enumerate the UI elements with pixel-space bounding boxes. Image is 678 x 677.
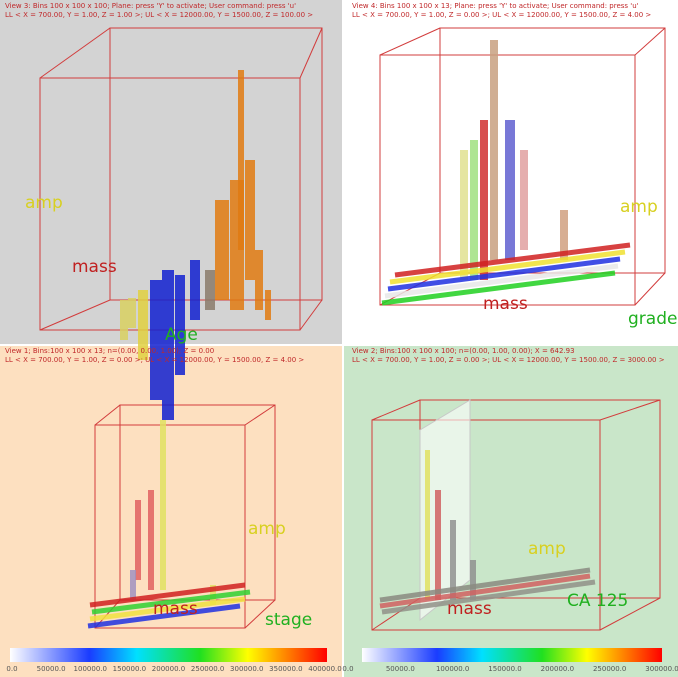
spike [128, 298, 136, 328]
axis-label: mass [483, 294, 528, 314]
colorbar-tick: 0.0 [6, 665, 17, 673]
axis-label: grade [628, 309, 677, 329]
colorbar-tick: 200000.0 [541, 665, 574, 673]
colorbar-tick: 0.0 [342, 665, 353, 673]
colorbar [10, 648, 327, 662]
colorbar-tick: 300000.0 [230, 665, 263, 673]
view-header: View 4: Bins 100 x 100 x 13; Plane: pres… [352, 2, 639, 10]
axis-label: stage [265, 610, 312, 630]
colorbar-tick: 50000.0 [37, 665, 66, 673]
spike [425, 450, 430, 600]
spike [148, 490, 154, 590]
spike [238, 70, 244, 250]
spike [255, 250, 263, 310]
axis-label: amp [25, 193, 63, 213]
spike [460, 150, 468, 280]
colorbar-tick: 250000.0 [191, 665, 224, 673]
axis-label: Age [165, 325, 198, 345]
colorbar-tick: 250000.0 [593, 665, 626, 673]
spike [265, 290, 271, 320]
axis-label: amp [620, 197, 658, 217]
spike [160, 420, 166, 590]
spike [470, 140, 478, 280]
spike [135, 500, 141, 580]
colorbar-tick: 200000.0 [152, 665, 185, 673]
view-range: LL < X = 700.00, Y = 1.00, Z = 0.00 >; U… [352, 11, 651, 19]
spike [520, 150, 528, 250]
spike [435, 490, 441, 600]
colorbar-tick: 50000.0 [386, 665, 415, 673]
view-header: View 2; Bins:100 x 100 x 100; n=(0.00, 1… [352, 347, 575, 355]
axis-label: mass [153, 599, 198, 619]
colorbar-tick: 150000.0 [113, 665, 146, 673]
axis-label: mass [72, 257, 117, 277]
spike [490, 40, 498, 260]
spike [215, 200, 229, 300]
spike [480, 120, 488, 280]
colorbar-tick: 100000.0 [74, 665, 107, 673]
view-range: LL < X = 700.00, Y = 1.00, Z = 1.00 >; U… [5, 11, 313, 19]
colorbar [362, 648, 662, 662]
axis-label: amp [528, 539, 566, 559]
view-2-bg [343, 345, 678, 677]
view-header: View 3: Bins 100 x 100 x 100; Plane: pre… [5, 2, 296, 10]
colorbar-tick: 350000.0 [269, 665, 302, 673]
spike [130, 570, 136, 600]
spike [245, 160, 255, 280]
spike [120, 300, 128, 340]
spike [205, 270, 215, 310]
view-range: LL < X = 700.00, Y = 1.00, Z = 0.00 >; U… [5, 356, 304, 364]
colorbar-tick: 400000.0 [308, 665, 341, 673]
axis-label: mass [447, 599, 492, 619]
spike [505, 120, 515, 260]
screen: View 3: Bins 100 x 100 x 100; Plane: pre… [0, 0, 678, 677]
colorbar-tick: 150000.0 [488, 665, 521, 673]
colorbar-tick: 100000.0 [436, 665, 469, 673]
spike [190, 260, 200, 320]
spike [150, 280, 162, 400]
axis-label: CA 125 [567, 591, 628, 611]
view-header: View 1; Bins:100 x 100 x 13; n=(0.00, 0.… [5, 347, 214, 355]
view-range: LL < X = 700.00, Y = 1.00, Z = 0.00 >; U… [352, 356, 665, 364]
spike [162, 270, 174, 420]
axis-label: amp [248, 519, 286, 539]
colorbar-tick: 300000.0 [645, 665, 678, 673]
